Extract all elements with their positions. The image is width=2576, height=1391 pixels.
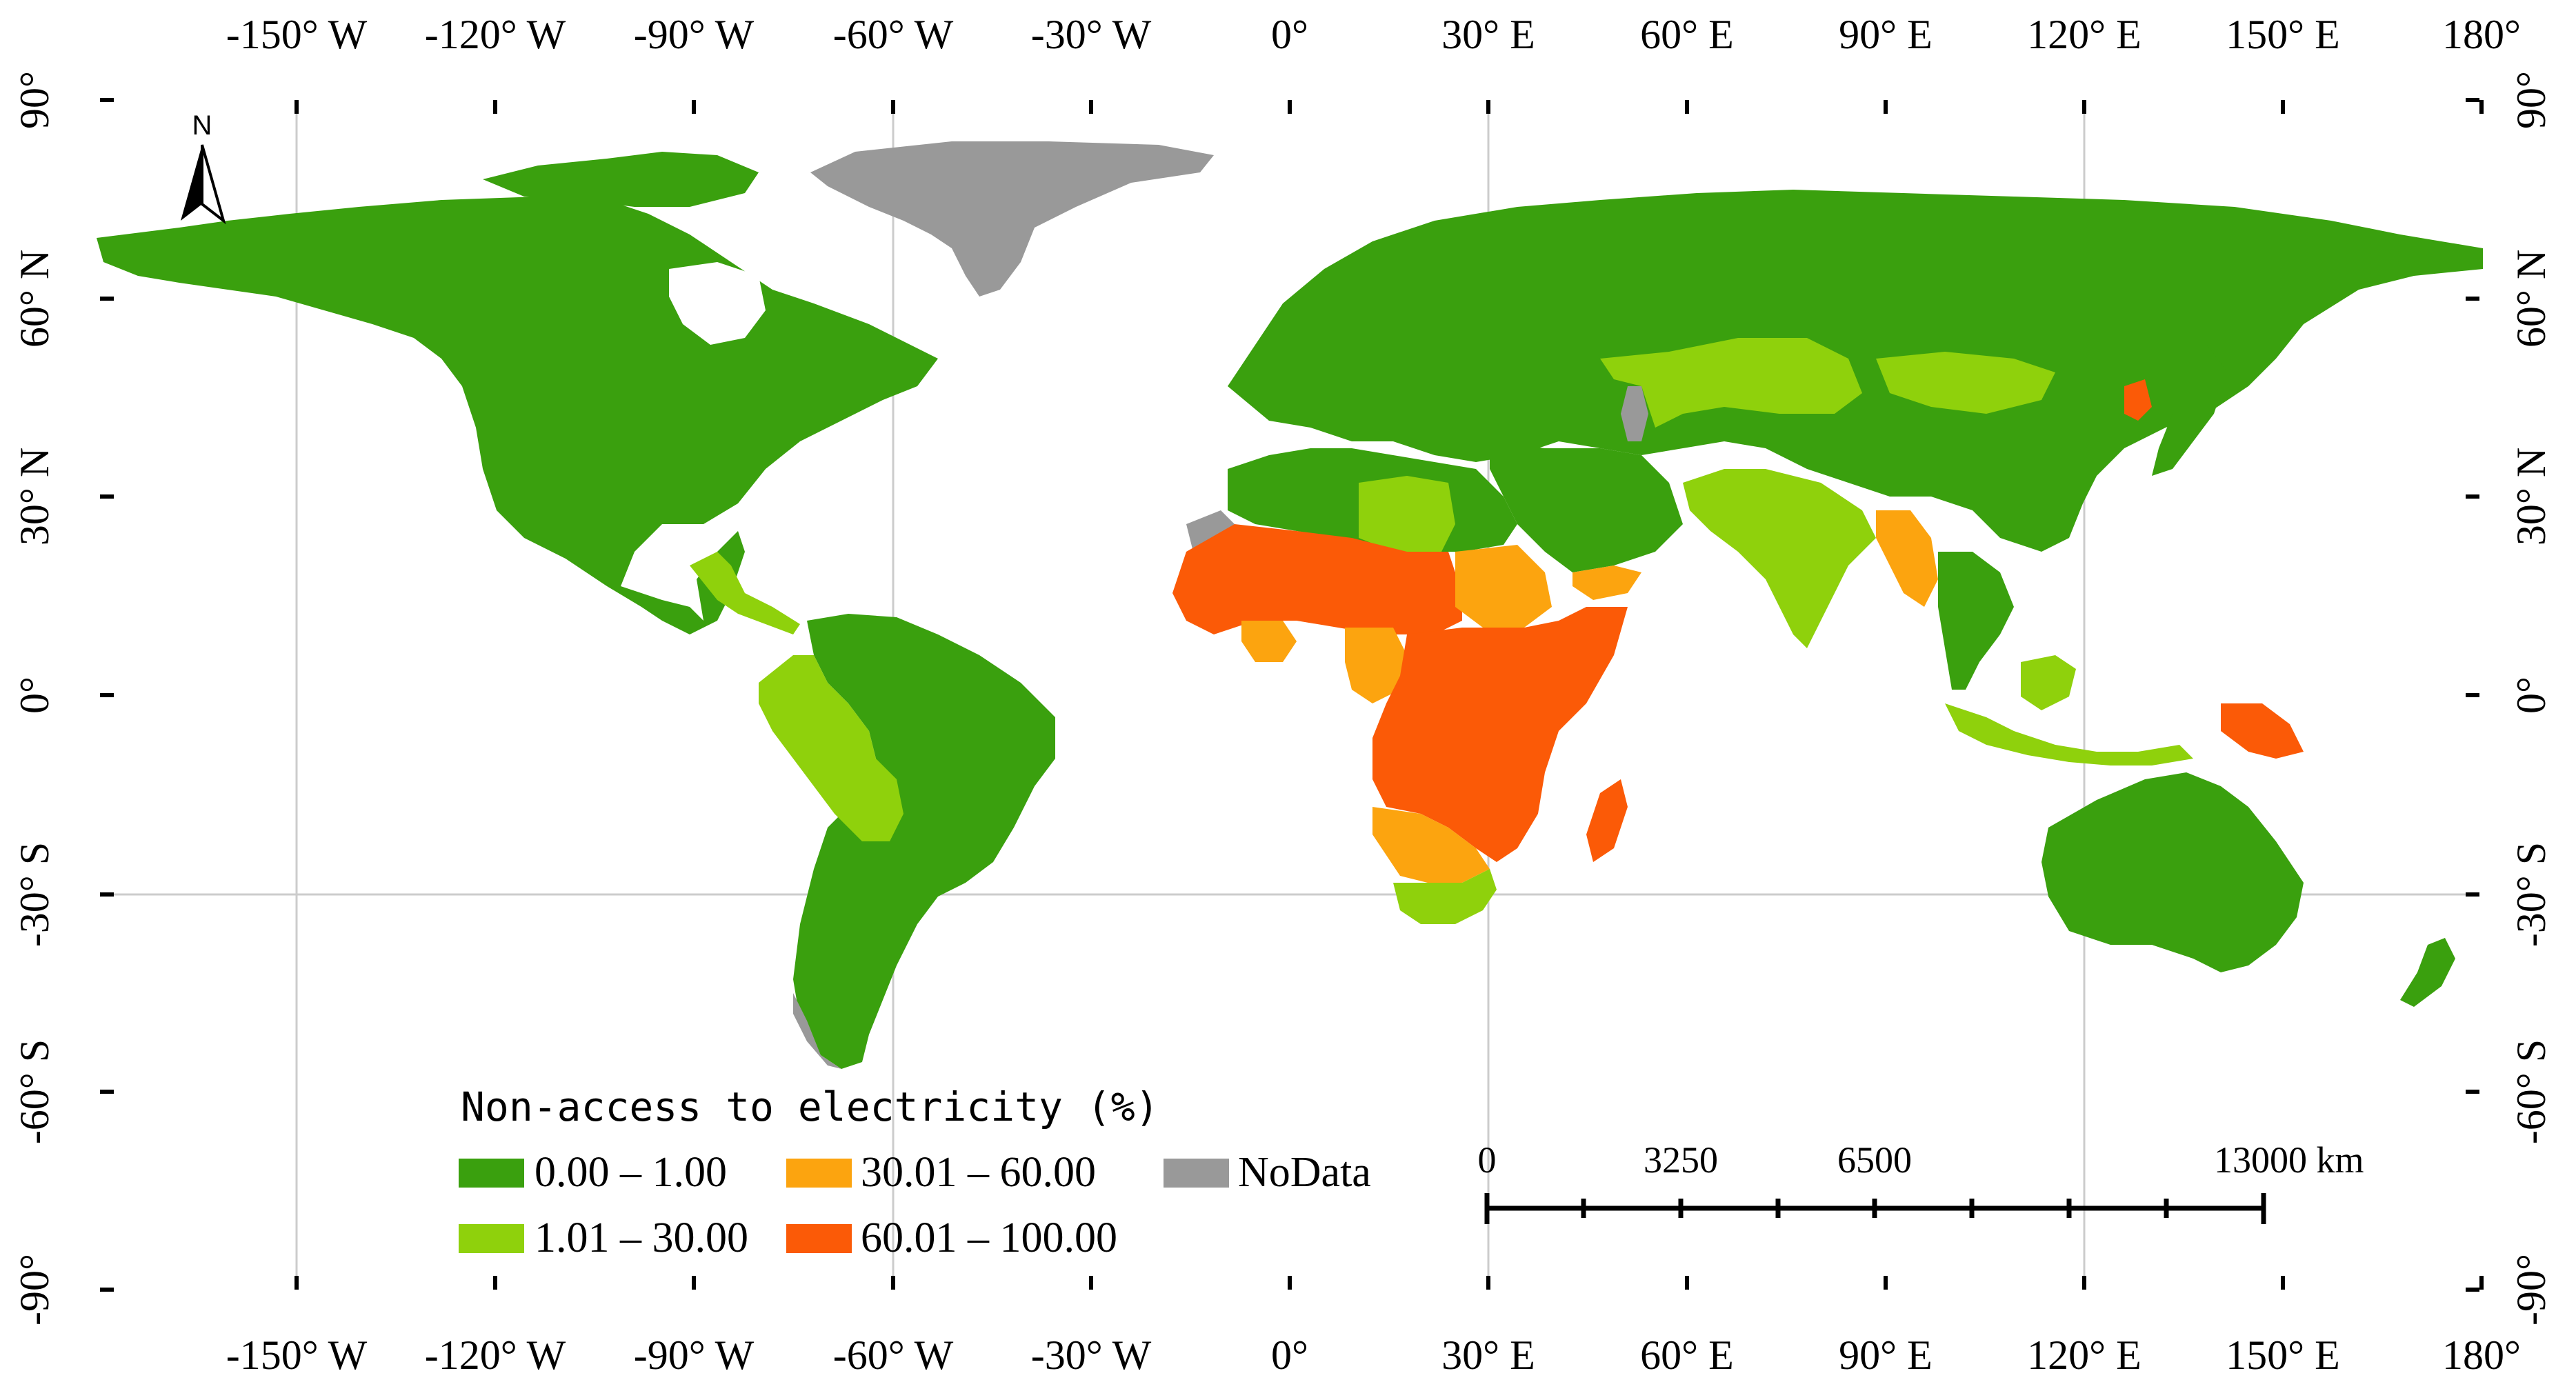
- top-lon-label: -60° W: [833, 12, 954, 57]
- top-lon-label: 90° E: [1839, 12, 1933, 57]
- bottom-longitude-labels: -150° W -120° W -90° W -60° W -30° W 0° …: [226, 1332, 2521, 1378]
- hudson-bay: [669, 262, 766, 345]
- left-lat-label: -90°: [12, 1254, 57, 1325]
- scale-label-3250: 3250: [1644, 1139, 1718, 1181]
- left-latitude-labels: 90° 60° N 30° N 0° -30° S -60° S -90°: [12, 71, 57, 1325]
- left-lat-label: 90°: [12, 71, 57, 129]
- indonesia-light: [1945, 703, 2193, 765]
- middle-east-green: [1490, 441, 1683, 572]
- libya-light: [1359, 476, 1455, 552]
- scale-label-0: 0: [1478, 1139, 1497, 1181]
- top-lon-label: 0°: [1271, 12, 1308, 57]
- bottom-lon-label: -120° W: [425, 1332, 566, 1378]
- southern-africa-orange: [1372, 807, 1490, 883]
- legend-label-class-2: 1.01 – 30.00: [535, 1214, 748, 1261]
- bottom-lon-label: 0°: [1271, 1332, 1308, 1378]
- left-lat-label: 30° N: [12, 448, 57, 546]
- southeast-asia-green: [1938, 552, 2014, 690]
- north-america: [97, 197, 938, 634]
- top-longitude-labels: -150° W -120° W -90° W -60° W -30° W 0° …: [226, 12, 2521, 57]
- top-lon-label: 180°: [2442, 12, 2521, 57]
- japan-green: [2152, 345, 2228, 476]
- right-latitude-labels: 90° 60° N 30° N 0° -30° S -60° S -90°: [2508, 71, 2554, 1325]
- australia-green: [2041, 772, 2304, 972]
- bottom-lon-label: 60° E: [1640, 1332, 1734, 1378]
- papua-red: [2221, 703, 2304, 759]
- north-arrow-label: N: [192, 110, 212, 141]
- sahel-red: [1172, 524, 1462, 634]
- legend-title: Non-access to electricity (%): [461, 1083, 1159, 1130]
- borneo-light: [2021, 655, 2076, 710]
- bottom-lon-label: 180°: [2442, 1332, 2521, 1378]
- south-africa-light: [1393, 869, 1497, 924]
- south-america-green: [793, 614, 1055, 1069]
- central-east-africa-red: [1372, 607, 1628, 862]
- south-asia-light: [1683, 469, 1876, 648]
- legend-label-nodata: NoData: [1238, 1149, 1371, 1196]
- mongolia-light: [1876, 352, 2055, 414]
- legend: Non-access to electricity (%) 0.00 – 1.0…: [459, 1083, 1371, 1261]
- north-arrow-icon: N: [181, 110, 226, 225]
- sudan-orange: [1455, 545, 1552, 628]
- bottom-lon-label: 30° E: [1441, 1332, 1535, 1378]
- legend-swatch-class-3: [786, 1159, 852, 1188]
- top-lon-label: -30° W: [1031, 12, 1152, 57]
- legend-swatch-nodata: [1164, 1159, 1229, 1188]
- central-america: [690, 552, 800, 634]
- patagonia-nodata: [793, 993, 841, 1069]
- top-lon-label: 150° E: [2226, 12, 2340, 57]
- left-lat-label: -30° S: [12, 842, 57, 947]
- scale-label-6500: 6500: [1837, 1139, 1912, 1181]
- axis-ticks: [100, 98, 2484, 1292]
- right-lat-label: 90°: [2508, 71, 2554, 129]
- top-lon-label: 30° E: [1441, 12, 1535, 57]
- right-lat-label: -90°: [2508, 1254, 2554, 1325]
- legend-label-class-3: 30.01 – 60.00: [861, 1149, 1096, 1196]
- legend-swatch-class-2: [459, 1224, 524, 1253]
- left-lat-label: 0°: [12, 677, 57, 714]
- bottom-lon-label: -150° W: [226, 1332, 368, 1378]
- right-lat-label: -30° S: [2508, 842, 2554, 947]
- top-lon-label: -90° W: [634, 12, 755, 57]
- right-lat-label: -60° S: [2508, 1039, 2554, 1144]
- central-asia-light: [1600, 338, 1862, 428]
- left-lat-label: 60° N: [12, 250, 57, 348]
- legend-label-class-4: 60.01 – 100.00: [861, 1214, 1117, 1261]
- eurasia-green: [1228, 190, 2483, 552]
- bottom-lon-label: 120° E: [2027, 1332, 2141, 1378]
- top-lon-label: -150° W: [226, 12, 368, 57]
- bottom-lon-label: -90° W: [634, 1332, 755, 1378]
- korea-red: [2124, 379, 2152, 421]
- western-sahara-nodata: [1186, 510, 1235, 552]
- scale-bar: 0 3250 6500 13000 km: [1478, 1139, 2364, 1224]
- top-lon-label: -120° W: [425, 12, 566, 57]
- west-africa-orange: [1241, 621, 1297, 662]
- south-america-light: [759, 655, 903, 841]
- right-lat-label: 30° N: [2508, 448, 2554, 546]
- bottom-lon-label: 150° E: [2226, 1332, 2340, 1378]
- myanmar-orange: [1876, 510, 1938, 607]
- legend-swatch-class-1: [459, 1159, 524, 1188]
- caspian-nodata: [1621, 386, 1648, 441]
- bottom-lon-label: -30° W: [1031, 1332, 1152, 1378]
- top-lon-label: 120° E: [2027, 12, 2141, 57]
- central-africa-orange: [1345, 628, 1407, 703]
- top-lon-label: 60° E: [1640, 12, 1734, 57]
- scale-label-13000: 13000 km: [2214, 1139, 2364, 1181]
- legend-label-class-1: 0.00 – 1.00: [535, 1149, 727, 1196]
- left-lat-label: -60° S: [12, 1039, 57, 1144]
- bottom-lon-label: 90° E: [1839, 1332, 1933, 1378]
- yemen-orange: [1572, 566, 1641, 600]
- bottom-lon-label: -60° W: [833, 1332, 954, 1378]
- right-lat-label: 60° N: [2508, 250, 2554, 348]
- new-zealand-green: [2400, 938, 2455, 1007]
- legend-swatch-class-4: [786, 1224, 852, 1253]
- canadian-arctic-islands: [483, 152, 759, 207]
- right-lat-label: 0°: [2508, 677, 2554, 714]
- madagascar-red: [1586, 779, 1628, 862]
- greenland-nodata: [810, 141, 1214, 297]
